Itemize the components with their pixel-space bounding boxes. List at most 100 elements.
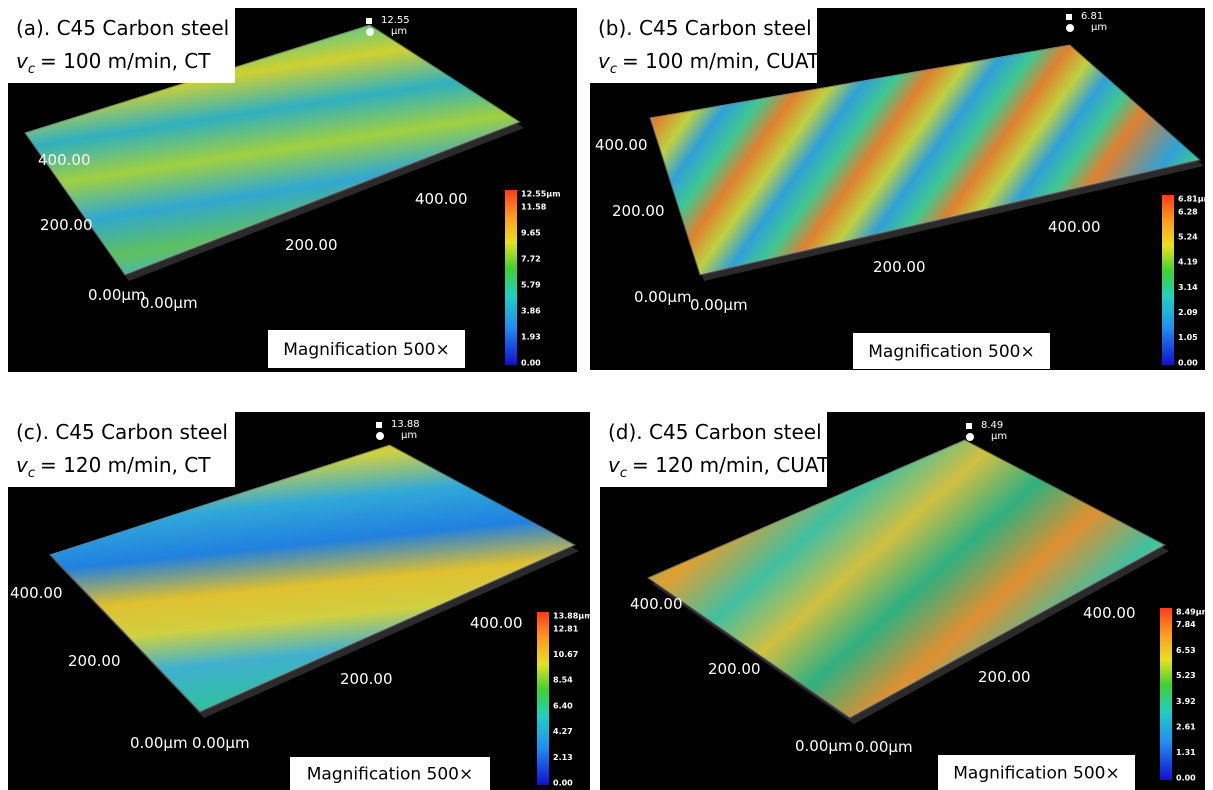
peak-marker: [376, 432, 384, 440]
axis-label: 0.00µm: [140, 294, 198, 312]
axis-label: 0.00µm: [855, 738, 913, 756]
speed-text: = 100 m/min, CUAT: [622, 49, 820, 73]
peak-marker: [1066, 14, 1072, 20]
colorbar-label: 3.86: [521, 307, 541, 316]
colorbar-label: 3.14: [1178, 283, 1198, 292]
colorbar-label: 6.28: [1178, 207, 1198, 216]
peak-marker: [376, 422, 382, 428]
colorbar-label: 12.81: [553, 624, 579, 633]
colorbar-label: 7.72: [521, 255, 541, 264]
peak-value: 13.88: [391, 419, 420, 430]
figure: (a). C45 Carbon steelvc= 100 m/min, CT12…: [0, 0, 1213, 790]
speed-subscript: c: [620, 466, 627, 481]
axis-label: 0.00µm: [130, 734, 188, 752]
colorbar-label: 2.09: [1178, 308, 1198, 317]
axis-label: 0.00µm: [88, 286, 146, 304]
speed-subscript: c: [28, 466, 35, 481]
colorbar-label: 0.00: [521, 359, 541, 368]
title: (c). C45 Carbon steel: [16, 420, 228, 444]
colorbar-label: 8.49µm: [1176, 608, 1210, 617]
axis-label: 400.00: [595, 136, 648, 154]
axis-label: 200.00: [68, 652, 121, 670]
axis-label: 200.00: [612, 202, 665, 220]
colorbar: [1162, 195, 1174, 365]
colorbar-label: 10.67: [553, 650, 578, 659]
peak-unit: µm: [1091, 22, 1107, 33]
axis-label: 400.00: [1048, 218, 1101, 236]
magnification: Magnification 500×: [868, 342, 1035, 362]
cutting-speed: vc= 120 m/min, CUAT: [608, 453, 830, 481]
peak-marker: [966, 433, 974, 441]
colorbar-label: 4.19: [1178, 258, 1198, 267]
colorbar-label: 1.93: [521, 333, 541, 342]
colorbar-label: 4.27: [553, 727, 573, 736]
axis-label: 200.00: [285, 236, 338, 254]
peak-unit: µm: [391, 26, 407, 37]
colorbar-label: 5.79: [521, 281, 541, 290]
peak-marker: [1066, 24, 1074, 32]
magnification: Magnification 500×: [953, 764, 1120, 784]
colorbar-label: 5.24: [1178, 232, 1198, 241]
peak-marker: [366, 28, 374, 36]
peak-marker: [366, 18, 372, 24]
peak-value: 12.55: [381, 15, 410, 26]
speed-text: = 120 m/min, CUAT: [632, 453, 830, 477]
title: (a). C45 Carbon steel: [16, 16, 229, 40]
axis-label: 400.00: [630, 595, 683, 613]
peak-unit: µm: [401, 430, 417, 441]
colorbar-label: 2.61: [1176, 722, 1196, 731]
colorbar-label: 1.31: [1176, 748, 1196, 757]
peak-marker: [966, 423, 972, 429]
axis-label: 200.00: [873, 258, 926, 276]
peak-value: 8.49: [981, 420, 1003, 431]
cutting-speed: vc= 120 m/min, CT: [16, 453, 211, 481]
colorbar-label: 12.55µm: [521, 190, 561, 199]
page: {"panels":[ {"title":"(a). C45 Carbon st…: [0, 0, 1213, 790]
colorbar-label: 9.65: [521, 229, 541, 238]
colorbar-label: 6.81µm: [1178, 195, 1212, 204]
axis-label: 400.00: [10, 584, 63, 602]
colorbar: [1160, 608, 1172, 780]
axis-label: 200.00: [340, 670, 393, 688]
colorbar-label: 6.40: [553, 701, 573, 710]
colorbar-label: 6.53: [1176, 646, 1196, 655]
axis-label: 0.00µm: [690, 296, 748, 314]
title: (b). C45 Carbon steel: [598, 16, 812, 40]
axis-label: 0.00µm: [795, 737, 853, 755]
colorbar-label: 11.58: [521, 203, 547, 212]
cutting-speed: vc= 100 m/min, CT: [16, 49, 211, 77]
axis-label: 0.00µm: [192, 734, 250, 752]
speed-text: = 100 m/min, CT: [40, 49, 211, 73]
cutting-speed: vc= 100 m/min, CUAT: [598, 49, 820, 77]
colorbar-label: 2.13: [553, 753, 573, 762]
colorbar-label: 13.88µm: [553, 612, 593, 621]
speed-text: = 120 m/min, CT: [40, 453, 211, 477]
colorbar-label: 0.00: [1178, 359, 1198, 368]
colorbar-label: 3.92: [1176, 697, 1196, 706]
speed-subscript: c: [610, 62, 617, 77]
axis-label: 400.00: [38, 151, 91, 169]
axis-label: 200.00: [708, 660, 761, 678]
colorbar-label: 0.00: [1176, 774, 1196, 783]
peak-value: 6.81: [1081, 11, 1103, 22]
colorbar: [537, 612, 549, 785]
axis-label: 0.00µm: [634, 288, 692, 306]
colorbar-label: 0.00: [553, 779, 573, 788]
magnification: Magnification 500×: [307, 765, 474, 785]
magnification: Magnification 500×: [283, 340, 450, 360]
axis-label: 400.00: [1083, 604, 1136, 622]
peak-unit: µm: [991, 431, 1007, 442]
colorbar-label: 1.05: [1178, 333, 1198, 342]
axis-label: 200.00: [978, 668, 1031, 686]
title: (d). C45 Carbon steel: [608, 420, 822, 444]
speed-subscript: c: [28, 62, 35, 77]
axis-label: 200.00: [40, 216, 93, 234]
colorbar: [505, 190, 517, 365]
axis-label: 400.00: [415, 190, 468, 208]
colorbar-label: 5.23: [1176, 671, 1196, 680]
colorbar-label: 8.54: [553, 676, 573, 685]
